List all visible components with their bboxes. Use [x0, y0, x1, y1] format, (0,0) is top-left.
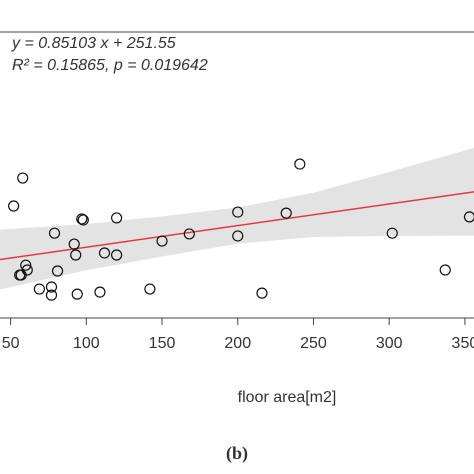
point [77, 214, 89, 226]
point [232, 230, 244, 242]
x-axis-label: floor area[m2] [238, 389, 337, 406]
point [20, 259, 32, 271]
point [68, 238, 80, 250]
point [71, 288, 83, 300]
point [232, 206, 244, 218]
annotation: y = 0.85103 x + 251.55 [11, 35, 176, 52]
point [463, 211, 474, 223]
point [294, 158, 306, 170]
x-tick-label: 250 [300, 335, 327, 352]
point [156, 235, 168, 247]
point [98, 247, 111, 259]
annotation: R² = 0.15865, p = 0.019642 [12, 57, 208, 74]
regression-line [0, 191, 474, 261]
point [111, 249, 123, 261]
point [386, 227, 398, 239]
point [280, 207, 292, 219]
point [33, 283, 45, 295]
x-tick-label: 300 [376, 335, 403, 352]
point [70, 249, 82, 261]
x-tick-label: 200 [224, 335, 251, 352]
caption: (b) [226, 443, 248, 464]
point [51, 265, 64, 277]
point [17, 172, 29, 184]
point [94, 286, 106, 298]
point [256, 287, 268, 299]
point [21, 264, 33, 276]
point [439, 264, 451, 276]
x-tick-label: 50 [2, 335, 20, 352]
point [8, 200, 20, 212]
point [48, 227, 61, 239]
point [76, 213, 88, 225]
confidence-band [0, 147, 474, 290]
point [111, 212, 123, 224]
x-tick-label: 100 [73, 335, 100, 352]
point [45, 289, 58, 301]
x-tick-label: 150 [149, 335, 176, 352]
point [144, 283, 156, 295]
point [183, 228, 195, 240]
point [45, 281, 58, 293]
x-tick-label: 350 [452, 335, 474, 352]
